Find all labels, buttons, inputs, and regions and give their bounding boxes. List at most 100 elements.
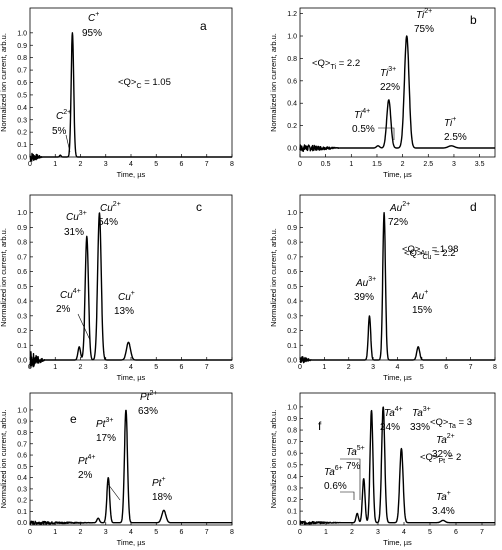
x-tick-label: 6	[454, 529, 458, 536]
panel-letter: e	[70, 412, 77, 426]
x-tick-label: 0	[298, 364, 302, 371]
x-tick-label: 7	[205, 364, 209, 371]
y-tick-label: 0.6	[287, 451, 297, 458]
x-tick-label: 1	[324, 529, 328, 536]
ion-current-trace	[299, 35, 496, 152]
y-tick-label: 0.4	[17, 299, 27, 306]
x-axis-title: Time, µs	[117, 373, 146, 382]
y-tick-label: 0.3	[287, 485, 297, 492]
panel-e: 0 1 2 3 4 5 6 7 8 0.0 0.1 0.2 0.3 0.4 0.5 0.6 0.7 0.8 0.9 1…	[0, 390, 461, 547]
panel-a: 0 1 2 3 4 5 6 7 8 0.0 0.1 0.2 0.3 0.4 0.5 0.6 0.7 0.8 0.9 1…	[0, 7, 234, 179]
y-tick-label: 0.9	[287, 416, 297, 423]
peak-label-ti-plus: Ti+	[444, 116, 456, 129]
y-tick-label: 0.6	[17, 453, 27, 460]
x-tick-label: 7	[205, 161, 209, 168]
x-tick-label: 5	[420, 364, 424, 371]
x-tick-label: 5	[154, 529, 158, 536]
x-tick-label: 3	[104, 529, 108, 536]
panel-letter: c	[196, 200, 202, 214]
y-tick-label: 0.2	[287, 328, 297, 335]
peak-label-ti-3plus: Ti3+	[380, 66, 396, 79]
peak-label-pt-2plus: Pt2+	[140, 390, 157, 403]
y-tick-label: 0.0	[17, 358, 27, 365]
y-tick-label: 1.2	[287, 11, 297, 18]
y-tick-label: 0.5	[287, 284, 297, 291]
peak-label-cu-3plus: Cu3+	[66, 210, 87, 223]
peak-percent-label: 24%	[380, 422, 400, 433]
y-tick-label: 1.0	[17, 30, 27, 37]
y-tick-label: 0.4	[17, 105, 27, 112]
peak-label-c-plus: C+	[88, 11, 99, 24]
peak-percent-label: 15%	[412, 305, 432, 316]
y-tick-label: 0.8	[287, 240, 297, 247]
x-tick-label: 2	[401, 161, 405, 168]
y-axis-title: Normalized ion current, arb.u.	[0, 33, 8, 132]
y-tick-label: 0.2	[17, 328, 27, 335]
panel-c: 0 1 2 3 4 5 6 7 8 0.0 0.1 0.2 0.3 0.4 0.5 0.6 0.7 0.8 0.9 1…	[0, 194, 456, 382]
x-tick-label: 3	[452, 161, 456, 168]
y-tick-label: 0.3	[17, 117, 27, 124]
peak-percent-label: 22%	[380, 82, 400, 93]
y-tick-label: 0.5	[287, 462, 297, 469]
y-tick-label: 0.8	[17, 240, 27, 247]
panel-letter: a	[200, 19, 207, 33]
y-tick-label: 0.7	[17, 68, 27, 75]
y-tick-label: 0.0	[17, 520, 27, 527]
peak-percent-label: 75%	[414, 24, 434, 35]
y-tick-label: 1.0	[287, 34, 297, 41]
plot-frame	[299, 392, 496, 526]
x-tick-label: 8	[230, 364, 234, 371]
x-tick-label: 0	[28, 529, 32, 536]
y-tick-label: 0.4	[287, 474, 297, 481]
x-tick-label: 7	[480, 529, 484, 536]
y-tick-label: 0.3	[17, 486, 27, 493]
panel-b: 0 0.5 1 1.5 2 2.5 3 3.5 0.0 0.2 0.4 0.6 0.8 1.0 1.2 Tim…	[269, 7, 496, 179]
mean-charge-label: <Q>Cu = 2.2	[404, 248, 456, 261]
peak-percent-label: 32%	[432, 449, 452, 460]
leader-line	[107, 483, 121, 501]
y-tick-label: 0.7	[287, 254, 297, 261]
peak-label-ta-3plus: Ta3+	[412, 406, 431, 419]
y-tick-label: 1.0	[17, 210, 27, 217]
x-tick-label: 1	[53, 529, 57, 536]
x-tick-label: 4	[402, 529, 406, 536]
y-tick-label: 0.9	[17, 43, 27, 50]
y-tick-label: 0.6	[287, 269, 297, 276]
peak-percent-label: 18%	[152, 492, 172, 503]
y-tick-label: 0.2	[287, 497, 297, 504]
y-tick-label: 0.6	[287, 78, 297, 85]
y-axis-title: Normalized ion current, arb.u.	[269, 410, 278, 509]
x-tick-label: 8	[493, 364, 497, 371]
x-tick-label: 8	[230, 529, 234, 536]
peak-percent-label: 54%	[98, 217, 118, 228]
y-tick-label: 0.6	[17, 269, 27, 276]
peak-percent-label: 0.6%	[324, 481, 347, 492]
peak-label-ta-2plus: Ta2+	[436, 433, 455, 446]
peak-label-pt-plus: Pt+	[152, 476, 166, 489]
peak-label-cu-4plus: Cu4+	[60, 288, 81, 301]
y-tick-label: 0.0	[287, 520, 297, 527]
mean-charge-label: <Q>C = 1.05	[118, 77, 171, 90]
leader-line	[340, 491, 355, 500]
y-tick-label: 0.8	[287, 428, 297, 435]
x-tick-label: 0	[298, 529, 302, 536]
peak-percent-label: 95%	[82, 28, 102, 39]
x-tick-label: 2	[79, 364, 83, 371]
y-axis-title: Normalized ion current, arb.u.	[0, 228, 8, 327]
y-tick-label: 1.0	[287, 210, 297, 217]
x-tick-label: 1	[53, 161, 57, 168]
peak-percent-label: 0.5%	[352, 124, 375, 135]
peak-percent-label: 17%	[96, 433, 116, 444]
x-tick-label: 1	[322, 364, 326, 371]
x-tick-label: 8	[230, 161, 234, 168]
y-tick-label: 0.2	[17, 498, 27, 505]
peak-percent-label: 7%	[346, 461, 361, 472]
peak-percent-label: 2%	[56, 304, 71, 315]
leader-line	[340, 458, 361, 500]
y-tick-label: 0.6	[17, 80, 27, 87]
y-tick-label: 0.0	[287, 358, 297, 365]
y-tick-label: 1.0	[287, 404, 297, 411]
y-tick-label: 0.1	[287, 343, 297, 350]
peak-percent-label: 3.4%	[432, 506, 455, 517]
